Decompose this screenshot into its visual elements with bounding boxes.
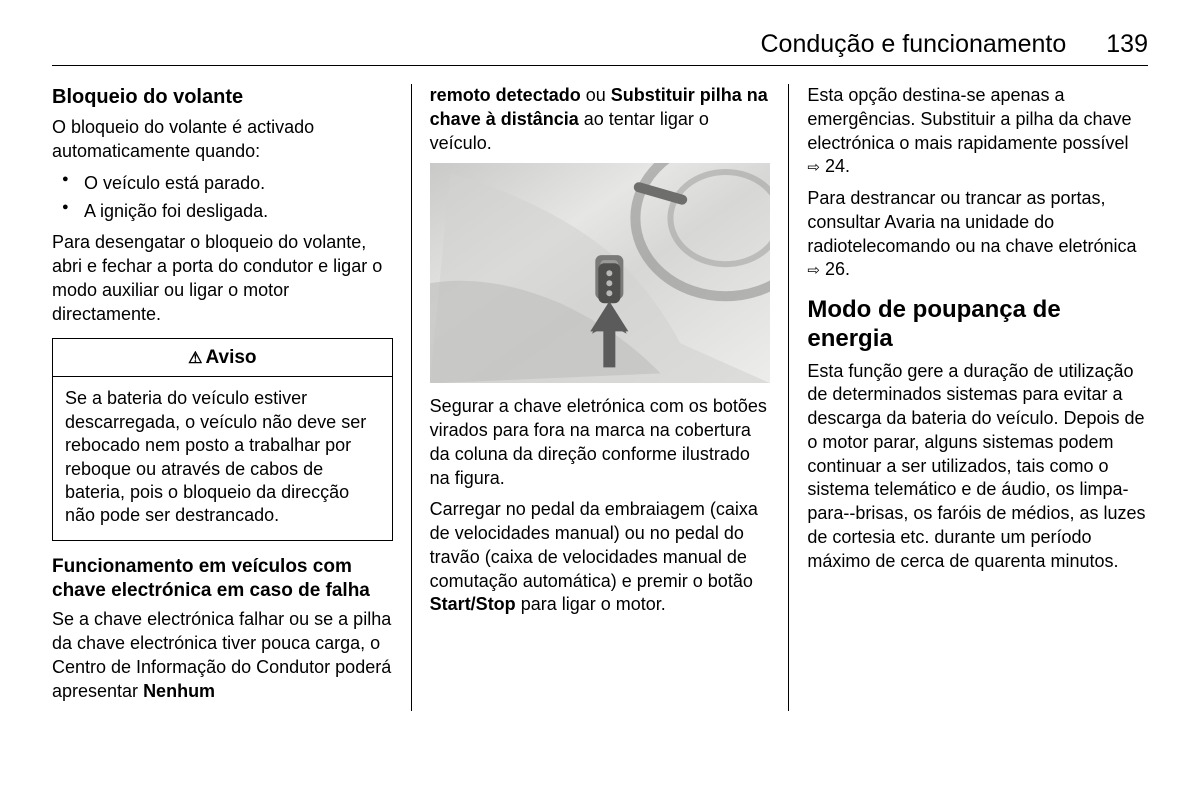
column-divider <box>788 84 789 711</box>
cross-ref: ⇨ 24. <box>807 155 850 179</box>
list-item: O veículo está parado. <box>52 172 393 196</box>
text-bold: remoto detectado <box>430 85 581 105</box>
para: remoto detectado ou Substituir pilha na … <box>430 84 771 155</box>
para: Esta opção destina-se apenas a emergênci… <box>807 84 1148 179</box>
warning-box: ⚠Aviso Se a bateria do veículo estiver d… <box>52 338 393 540</box>
warning-icon: ⚠ <box>188 350 202 367</box>
list-item: A ignição foi desligada. <box>52 200 393 224</box>
text-bold: Start/Stop <box>430 594 516 614</box>
para: Carregar no pedal da embraiagem (caixa d… <box>430 498 771 617</box>
warning-header: ⚠Aviso <box>53 339 392 377</box>
xref-page: 24. <box>825 156 850 176</box>
column-2: remoto detectado ou Substituir pilha na … <box>414 84 787 711</box>
heading-bloqueio-volante: Bloqueio do volante <box>52 84 393 110</box>
page-number: 139 <box>1106 30 1148 59</box>
para: Se a chave electrónica falhar ou se a pi… <box>52 608 393 703</box>
warning-body: Se a bateria do veículo estiver descarre… <box>53 377 392 539</box>
warning-title: Aviso <box>205 347 256 368</box>
text-run: Se a chave electrónica falhar ou se a pi… <box>52 609 391 700</box>
text-run: Para destrancar ou trancar as portas, co… <box>807 188 1136 256</box>
xref-arrow-icon: ⇨ <box>807 159 820 176</box>
column-divider <box>411 84 412 711</box>
figure-illustration <box>430 163 771 383</box>
heading-modo-poupanca: Modo de poupança de energia <box>807 296 1148 354</box>
text-bold: Nenhum <box>143 681 215 701</box>
text-run: para ligar o motor. <box>516 594 666 614</box>
bullet-list: O veículo está parado. A ignição foi des… <box>52 172 393 224</box>
heading-funcionamento-falha: Funcionamento em veículos com chave elec… <box>52 555 393 603</box>
para: Para destrancar ou trancar as portas, co… <box>807 187 1148 282</box>
text-run: Esta opção destina-se apenas a emergênci… <box>807 85 1131 153</box>
figure-key-location <box>430 163 771 383</box>
para: O bloqueio do volante é activado automat… <box>52 116 393 164</box>
text-run: ou <box>581 85 611 105</box>
xref-arrow-icon: ⇨ <box>807 262 820 279</box>
xref-page: 26. <box>825 259 850 279</box>
cross-ref: ⇨ 26. <box>807 258 850 282</box>
para: Esta função gere a duração de utilização… <box>807 360 1148 574</box>
header-title: Condução e funcionamento <box>761 30 1067 59</box>
content-columns: Bloqueio do volante O bloqueio do volant… <box>52 84 1148 711</box>
text-run: Carregar no pedal da embraiagem (caixa d… <box>430 499 758 590</box>
page-header: Condução e funcionamento 139 <box>52 30 1148 66</box>
column-3: Esta opção destina-se apenas a emergênci… <box>791 84 1148 711</box>
para: Para desengatar o bloqueio do volante, a… <box>52 231 393 326</box>
para: Segurar a chave eletrónica com os botões… <box>430 395 771 490</box>
column-1: Bloqueio do volante O bloqueio do volant… <box>52 84 409 711</box>
